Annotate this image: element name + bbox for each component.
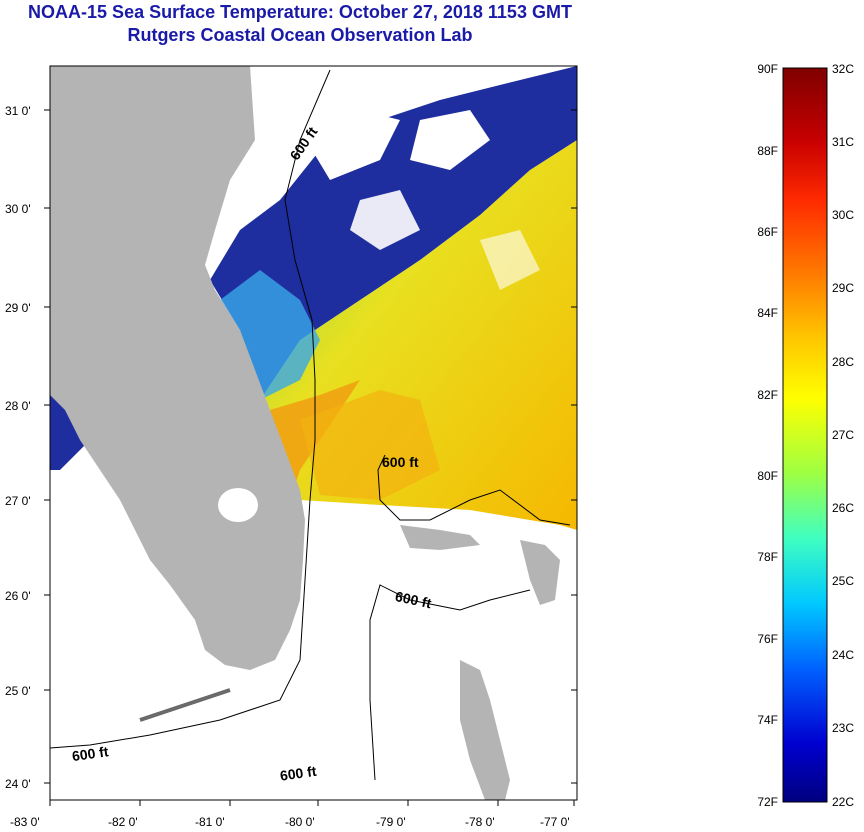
lat-label: 27 0' [5, 494, 31, 508]
contour-label: 600 ft [71, 743, 110, 764]
lon-label: -80 0' [285, 815, 315, 829]
colorbar-c-label: 23C [832, 721, 854, 735]
lon-axis: -83 0' -82 0' -81 0' -80 0' -79 0' -78 0… [10, 800, 575, 829]
contour-600ft-florida [50, 69, 331, 749]
lake-okeechobee [218, 488, 258, 522]
contour-label: 600 ft [394, 588, 433, 611]
bahamas-abaco [520, 540, 560, 605]
colorbar-f-label: 72F [757, 795, 778, 809]
colorbar-f-label: 90F [757, 62, 778, 76]
colorbar-f-label: 78F [757, 550, 778, 564]
lon-label: -82 0' [108, 815, 138, 829]
lat-label: 26 0' [5, 589, 31, 603]
bahamas-andros [460, 660, 510, 800]
keys [139, 688, 231, 722]
colorbar-c-label: 30C [832, 208, 854, 222]
sst-cloud-patches-2 [410, 110, 490, 170]
lon-label: -77 0' [540, 815, 570, 829]
lon-label: -78 0' [465, 815, 495, 829]
colorbar-f-label: 86F [757, 225, 778, 239]
map-subtitle: Rutgers Coastal Ocean Observation Lab [127, 25, 473, 45]
colorbar-c-label: 22C [832, 795, 854, 809]
colorbar-c-label: 28C [832, 355, 854, 369]
colorbar-f-label: 76F [757, 632, 778, 646]
colorbar-c-label: 32C [832, 62, 854, 76]
lat-label: 30 0' [5, 202, 31, 216]
contour-600ft-bahamas [369, 584, 531, 781]
lat-label: 28 0' [5, 399, 31, 413]
colorbar-c-label: 24C [832, 648, 854, 662]
bahamas-grand [400, 525, 480, 550]
contour-label: 600 ft [382, 454, 419, 470]
colorbar-f-label: 74F [757, 713, 778, 727]
map-title: NOAA-15 Sea Surface Temperature: October… [28, 2, 572, 22]
contour-label: 600 ft [279, 763, 318, 784]
lon-label: -83 0' [10, 815, 40, 829]
lon-label: -81 0' [195, 815, 225, 829]
sst-swath-orange-2 [300, 390, 440, 500]
colorbar [782, 67, 828, 803]
lat-label: 29 0' [5, 301, 31, 315]
colorbar-c-label: 31C [832, 135, 854, 149]
colorbar-c-label: 26C [832, 501, 854, 515]
colorbar-f-label: 88F [757, 144, 778, 158]
sst-cloud-patches-3 [350, 190, 420, 250]
colorbar-c-labels: 32C 31C 30C 29C 28C 27C 26C 25C 24C 23C … [832, 62, 854, 809]
sst-cloud-patches-4 [480, 230, 540, 290]
colorbar-f-label: 82F [757, 388, 778, 402]
colorbar-c-label: 29C [832, 281, 854, 295]
lon-label: -79 0' [376, 815, 406, 829]
colorbar-c-label: 27C [832, 428, 854, 442]
lat-axis: 31 0' 30 0' 29 0' 28 0' 27 0' 26 0' 25 0… [5, 104, 50, 791]
lat-label: 25 0' [5, 684, 31, 698]
lat-label: 31 0' [5, 104, 31, 118]
colorbar-f-label: 84F [757, 306, 778, 320]
lat-label: 24 0' [5, 777, 31, 791]
colorbar-f-labels: 90F 88F 86F 84F 82F 80F 78F 76F 74F 72F [757, 62, 778, 809]
colorbar-f-label: 80F [757, 469, 778, 483]
colorbar-c-label: 25C [832, 574, 854, 588]
contour-600ft-lbb [377, 454, 571, 526]
sst-cloud-patches [300, 110, 400, 180]
